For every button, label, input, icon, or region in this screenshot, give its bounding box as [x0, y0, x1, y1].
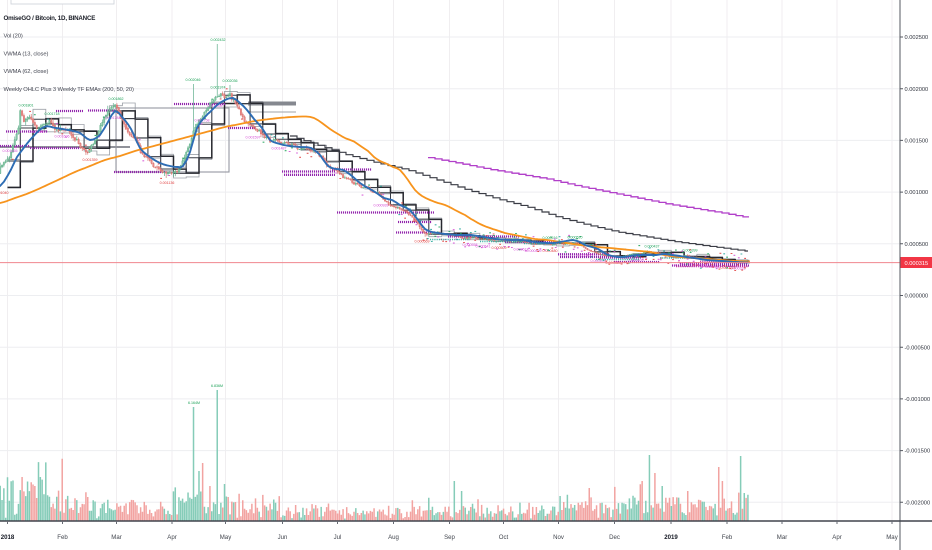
svg-text:0.000456: 0.000456	[578, 253, 593, 257]
svg-text:0.000516: 0.000516	[543, 236, 558, 240]
svg-text:Apr: Apr	[832, 534, 841, 541]
svg-text:Dec: Dec	[609, 534, 620, 541]
svg-text:0.000513: 0.000513	[514, 248, 529, 252]
svg-text:0.000939: 0.000939	[374, 203, 389, 207]
svg-text:0.000437: 0.000437	[645, 244, 660, 248]
svg-text:0.000315: 0.000315	[905, 261, 929, 267]
svg-text:Sep: Sep	[444, 534, 455, 541]
svg-text:OmiseGO / Bitcoin, 1D, BINANCE: OmiseGO / Bitcoin, 1D, BINANCE	[4, 15, 96, 22]
svg-text:0.002046: 0.002046	[186, 78, 201, 82]
svg-text:May: May	[220, 534, 232, 541]
svg-text:-0.000500: -0.000500	[905, 345, 931, 351]
svg-text:0.001487: 0.001487	[272, 147, 287, 151]
svg-text:VWMA (13, close): VWMA (13, close)	[4, 52, 49, 58]
svg-text:Aug: Aug	[388, 534, 399, 541]
svg-text:Weekly OHLC Plus 3 Weekly TF E: Weekly OHLC Plus 3 Weekly TF EMAs (200, …	[4, 87, 134, 93]
svg-text:-0.001500: -0.001500	[905, 449, 931, 455]
svg-text:Mar: Mar	[777, 534, 788, 541]
svg-text:0.001801: 0.001801	[19, 103, 34, 107]
svg-text:0.001500: 0.001500	[905, 139, 929, 145]
svg-text:0.001649: 0.001649	[29, 130, 44, 134]
svg-text:-0.002000: -0.002000	[905, 500, 931, 506]
svg-text:0.001784: 0.001784	[106, 116, 121, 120]
svg-text:0.000405: 0.000405	[629, 259, 644, 263]
svg-text:May: May	[886, 534, 898, 541]
svg-text:0.001862: 0.001862	[109, 97, 124, 101]
svg-text:Vol (20): Vol (20)	[4, 34, 23, 40]
svg-text:0.000509: 0.000509	[492, 246, 507, 250]
svg-text:0.001136: 0.001136	[160, 181, 175, 185]
svg-text:0.000569: 0.000569	[415, 240, 430, 244]
svg-text:0.000328: 0.000328	[731, 267, 746, 271]
svg-text:-0.001000: -0.001000	[905, 397, 931, 403]
svg-text:Jun: Jun	[278, 534, 288, 541]
svg-text:Jul: Jul	[334, 534, 342, 541]
svg-text:Apr: Apr	[167, 534, 176, 541]
svg-text:0.001465: 0.001465	[3, 149, 18, 153]
svg-text:0.001040: 0.001040	[0, 191, 9, 195]
svg-text:0.000520: 0.000520	[568, 236, 583, 240]
svg-text:2018: 2018	[1, 534, 15, 541]
svg-text:0.001359: 0.001359	[83, 158, 98, 162]
svg-text:0.001000: 0.001000	[905, 190, 929, 196]
svg-text:Feb: Feb	[722, 534, 733, 541]
svg-text:0.002432: 0.002432	[211, 38, 226, 42]
svg-text:0.002036: 0.002036	[223, 79, 238, 83]
svg-text:0.000558: 0.000558	[463, 243, 478, 247]
svg-text:0.000358: 0.000358	[693, 264, 708, 268]
svg-text:Nov: Nov	[553, 534, 565, 541]
svg-text:6.164M: 6.164M	[188, 401, 200, 405]
svg-text:0.001597: 0.001597	[246, 135, 261, 139]
svg-text:0.001606: 0.001606	[55, 134, 70, 138]
svg-text:2019: 2019	[664, 534, 678, 541]
svg-text:6.836M: 6.836M	[211, 384, 223, 388]
svg-text:VWMA (62, close): VWMA (62, close)	[4, 69, 49, 75]
svg-text:0.001718: 0.001718	[45, 112, 60, 116]
svg-text:0.000500: 0.000500	[905, 242, 929, 248]
svg-text:0.001974: 0.001974	[211, 85, 226, 89]
svg-text:0.000000: 0.000000	[905, 294, 929, 300]
svg-text:Mar: Mar	[111, 534, 122, 541]
svg-text:0.000403: 0.000403	[591, 259, 606, 263]
svg-text:0.002000: 0.002000	[905, 87, 929, 93]
svg-text:0.000541: 0.000541	[476, 245, 491, 249]
svg-text:0.000499: 0.000499	[527, 249, 542, 253]
svg-text:Oct: Oct	[499, 534, 509, 541]
svg-text:0.002500: 0.002500	[905, 35, 929, 41]
svg-text:Feb: Feb	[57, 534, 68, 541]
